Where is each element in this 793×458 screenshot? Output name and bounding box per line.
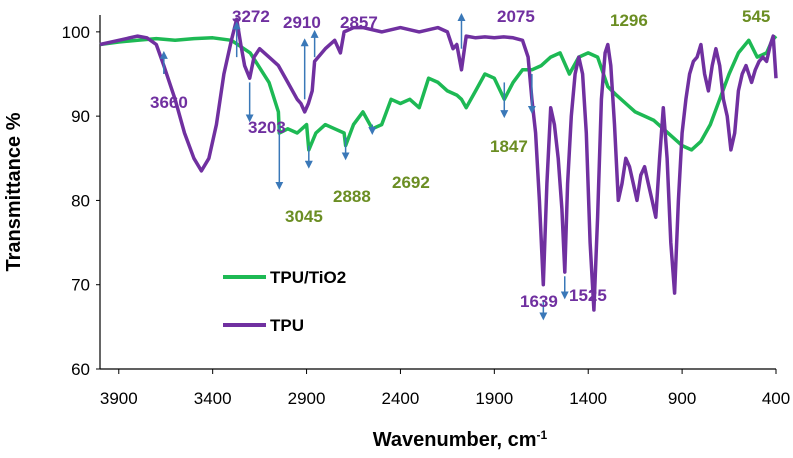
y-tick-labels: 60 70 80 90 100: [62, 23, 100, 379]
legend-label-tpu: TPU: [270, 316, 304, 335]
y-tick-label: 80: [71, 191, 90, 210]
peak-label: 3660: [150, 93, 188, 112]
x-axis-title: Wavenumber, cm-1: [373, 428, 548, 451]
x-tick-label: 3900: [100, 389, 138, 408]
peak-label: 1525: [569, 286, 607, 305]
x-axis-title-superscript: -1: [537, 428, 548, 442]
peak-label: 1296: [610, 11, 648, 30]
legend-label-tpu-tio2: TPU/TiO2: [270, 268, 346, 287]
peak-label: 3272: [232, 7, 270, 26]
x-tick-label: 1400: [569, 389, 607, 408]
peak-label: 3045: [285, 207, 323, 226]
y-tick-label: 100: [62, 23, 90, 42]
annotation-labels: 3272 2910 2857 2075 1296 545 3660 3203 1847 3045 2…: [150, 7, 770, 311]
legend: TPU/TiO2 TPU: [223, 268, 346, 335]
y-tick-label: 60: [71, 360, 90, 379]
series-layer: [99, 17, 778, 312]
x-tick-label: 3400: [194, 389, 232, 408]
peak-label: 2857: [340, 13, 378, 32]
peak-label: 2692: [392, 173, 430, 192]
x-tick-label: 2400: [382, 389, 420, 408]
x-axis-title-main: Wavenumber, cm: [373, 429, 537, 451]
x-tick-label: 2900: [288, 389, 326, 408]
peak-label: 2888: [333, 187, 371, 206]
y-tick-label: 70: [71, 276, 90, 295]
series-line-tpu: [99, 17, 778, 312]
x-tick-label: 1900: [475, 389, 513, 408]
series-line-tpu-tio2: [99, 34, 778, 152]
peak-label: 1639: [520, 292, 558, 311]
peak-label: 1847: [490, 137, 528, 156]
peak-label: 2075: [497, 7, 535, 26]
x-tick-label: 900: [668, 389, 696, 408]
x-tick-labels: 3900 3400 2900 2400 1900 1400 900 400: [100, 369, 790, 408]
y-tick-label: 90: [71, 107, 90, 126]
peak-label: 3203: [248, 118, 286, 137]
peak-label: 545: [742, 7, 770, 26]
annotation-arrows: [159, 13, 569, 321]
peak-label: 2910: [283, 13, 321, 32]
y-axis-title: Transmittance %: [3, 112, 25, 271]
x-tick-label: 400: [762, 389, 790, 408]
